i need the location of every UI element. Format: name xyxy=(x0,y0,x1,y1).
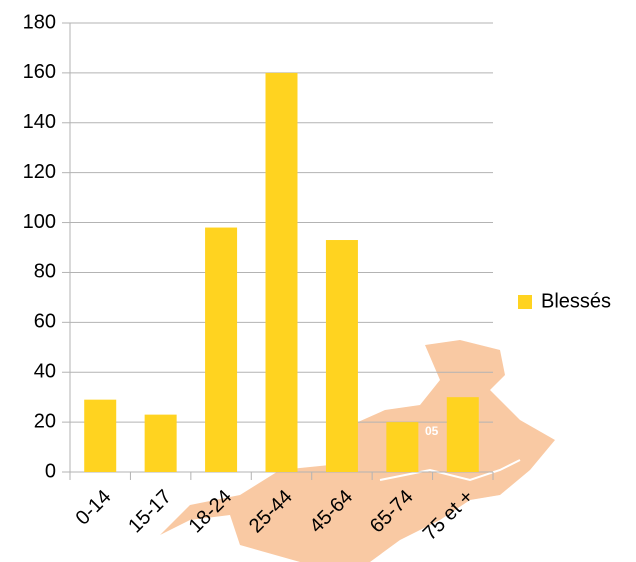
legend-swatch xyxy=(518,295,532,309)
y-tick-label: 100 xyxy=(23,211,56,233)
bar xyxy=(325,240,358,472)
x-tick-label: 0-14 xyxy=(72,486,116,530)
bar xyxy=(205,227,238,472)
bar xyxy=(265,72,298,472)
y-tick-label: 80 xyxy=(34,261,56,283)
map-label: 05 xyxy=(425,424,439,438)
y-tick-label: 160 xyxy=(23,61,56,83)
y-tick-label: 120 xyxy=(23,161,56,183)
legend-label: Blessés xyxy=(541,290,611,312)
y-tick-label: 0 xyxy=(45,460,56,482)
y-tick-label: 20 xyxy=(34,410,56,432)
y-tick-label: 40 xyxy=(34,361,56,383)
bar xyxy=(144,414,177,472)
y-tick-label: 140 xyxy=(23,111,56,133)
bar xyxy=(386,422,419,472)
bar xyxy=(84,399,117,472)
bar xyxy=(446,397,479,472)
y-tick-label: 60 xyxy=(34,311,56,333)
y-tick-label: 180 xyxy=(23,11,56,33)
map-border xyxy=(379,459,521,482)
